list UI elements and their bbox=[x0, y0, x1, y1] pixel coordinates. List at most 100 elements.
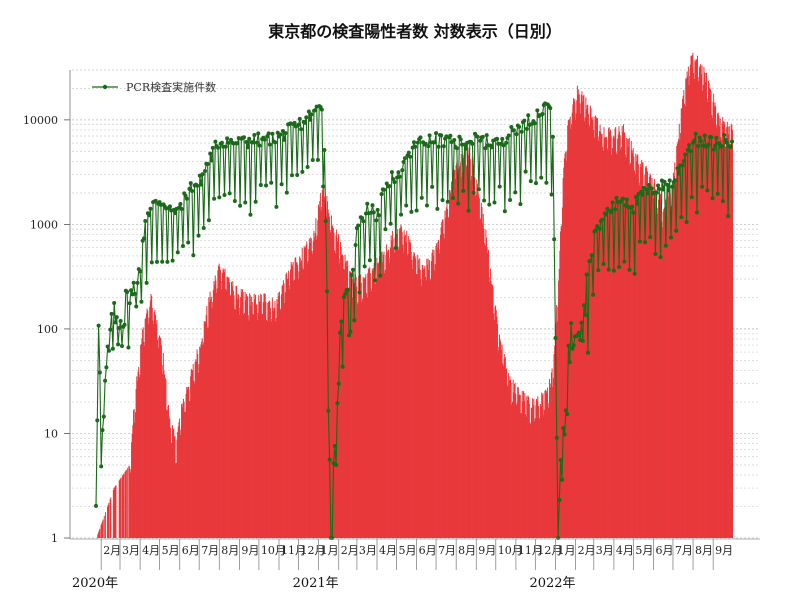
pcr-point bbox=[99, 464, 104, 469]
pcr-point bbox=[332, 444, 337, 449]
bar bbox=[197, 372, 199, 538]
pcr-point bbox=[206, 218, 211, 223]
bar bbox=[316, 235, 318, 538]
bar bbox=[567, 125, 569, 539]
pcr-point bbox=[143, 218, 148, 223]
bar bbox=[504, 354, 506, 538]
bar bbox=[730, 145, 732, 538]
bar bbox=[719, 126, 721, 538]
pcr-point bbox=[336, 381, 341, 386]
pcr-point bbox=[400, 168, 405, 173]
pcr-point bbox=[683, 152, 688, 157]
pcr-point bbox=[424, 203, 429, 208]
x-tick-label: 8月 bbox=[695, 544, 713, 557]
bar bbox=[365, 292, 367, 538]
pcr-point bbox=[252, 132, 257, 137]
bar bbox=[326, 195, 328, 539]
bar bbox=[382, 254, 384, 538]
bar bbox=[138, 366, 140, 538]
bar bbox=[498, 346, 500, 538]
bar bbox=[207, 327, 209, 538]
bar bbox=[167, 406, 169, 538]
pcr-point bbox=[382, 187, 387, 192]
bar bbox=[461, 176, 463, 538]
bar bbox=[449, 190, 451, 538]
bar bbox=[698, 81, 700, 538]
bar bbox=[422, 265, 424, 538]
bar bbox=[340, 247, 342, 538]
bar bbox=[115, 485, 117, 538]
pcr-point bbox=[635, 201, 640, 206]
pcr-point bbox=[600, 217, 605, 222]
pcr-point bbox=[669, 235, 673, 240]
bar bbox=[224, 268, 226, 538]
pcr-point bbox=[648, 235, 653, 240]
pcr-point bbox=[582, 303, 587, 308]
pcr-point bbox=[549, 192, 554, 197]
bar bbox=[693, 72, 695, 538]
bar bbox=[121, 475, 123, 538]
bar bbox=[176, 439, 178, 538]
bar bbox=[247, 315, 249, 538]
bar bbox=[453, 169, 455, 538]
bar bbox=[658, 199, 660, 538]
pcr-point bbox=[554, 435, 559, 440]
bar bbox=[499, 339, 501, 538]
pcr-point bbox=[709, 135, 714, 140]
pcr-point bbox=[155, 259, 159, 264]
bar bbox=[336, 241, 338, 539]
bar bbox=[435, 245, 437, 539]
pcr-point bbox=[308, 117, 313, 122]
bar bbox=[270, 321, 272, 538]
bar bbox=[660, 199, 662, 538]
bar bbox=[608, 127, 610, 538]
bar bbox=[132, 425, 134, 538]
bar bbox=[161, 364, 163, 538]
bar bbox=[512, 379, 514, 538]
pcr-point bbox=[508, 197, 513, 202]
bar bbox=[508, 380, 510, 538]
bar bbox=[472, 164, 474, 538]
bar bbox=[206, 305, 208, 538]
bar bbox=[122, 474, 124, 538]
bar bbox=[218, 263, 220, 538]
bar bbox=[286, 272, 288, 538]
bar bbox=[458, 168, 460, 538]
pcr-point bbox=[243, 200, 248, 205]
bar bbox=[124, 471, 126, 538]
pcr-point bbox=[653, 252, 658, 257]
pcr-point bbox=[674, 228, 679, 233]
bar bbox=[651, 178, 653, 538]
pcr-point bbox=[596, 268, 601, 273]
bar bbox=[429, 280, 431, 538]
pcr-point bbox=[506, 133, 511, 138]
bar bbox=[488, 277, 490, 538]
pcr-point bbox=[269, 180, 274, 185]
pcr-point bbox=[605, 206, 610, 211]
bar bbox=[236, 299, 238, 538]
pcr-point bbox=[104, 365, 109, 370]
bar bbox=[193, 380, 195, 538]
bar bbox=[444, 210, 446, 538]
bar bbox=[373, 267, 375, 538]
bar bbox=[702, 84, 704, 538]
x-tick-label: 2月 bbox=[103, 544, 121, 557]
bar bbox=[534, 421, 536, 538]
x-tick-label: 10月 bbox=[261, 544, 286, 557]
bar bbox=[164, 374, 166, 538]
bar bbox=[242, 292, 244, 538]
bar bbox=[173, 428, 175, 538]
bar bbox=[366, 297, 368, 538]
bar bbox=[400, 224, 402, 538]
bar bbox=[412, 269, 414, 538]
bar bbox=[107, 504, 109, 538]
bar bbox=[467, 153, 469, 538]
bar bbox=[494, 306, 496, 538]
pcr-point bbox=[383, 227, 388, 232]
pcr-point bbox=[448, 133, 453, 138]
pcr-point bbox=[196, 233, 201, 238]
pcr-point bbox=[262, 137, 267, 142]
bar bbox=[205, 321, 207, 538]
pcr-point bbox=[495, 136, 500, 141]
